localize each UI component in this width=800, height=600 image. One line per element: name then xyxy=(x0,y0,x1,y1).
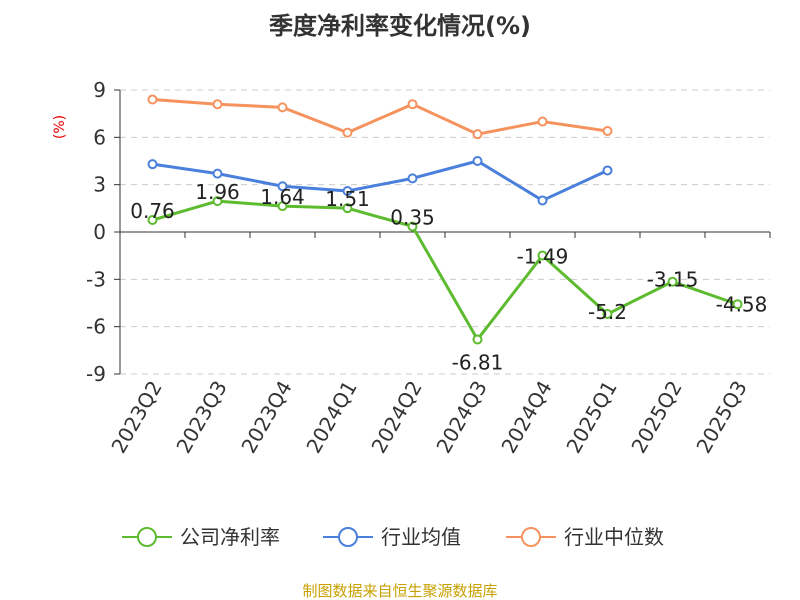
data-point xyxy=(212,99,223,110)
data-label: -1.49 xyxy=(517,245,569,269)
chart-title: 季度净利率变化情况(%) xyxy=(269,12,531,40)
data-label: -6.81 xyxy=(452,350,504,374)
data-point xyxy=(407,221,418,232)
data-point xyxy=(732,299,743,310)
x-tick-label: 2025Q1 xyxy=(561,377,621,458)
y-tick-label: 3 xyxy=(93,173,106,197)
grid xyxy=(120,89,770,375)
data-point xyxy=(472,156,483,166)
data-point xyxy=(537,195,548,206)
data-point xyxy=(472,334,483,345)
x-tick-label: 2024Q1 xyxy=(301,377,361,458)
data-point xyxy=(342,127,353,138)
x-tick-label: 2023Q4 xyxy=(236,377,296,458)
x-tick-label: 2025Q2 xyxy=(626,377,686,458)
legend-label: 行业均值 xyxy=(381,525,461,549)
source-note: 制图数据来自恒生聚源数据库 xyxy=(302,582,497,600)
data-point xyxy=(342,185,353,196)
y-tick-label: -9 xyxy=(86,362,106,386)
data-point xyxy=(537,250,548,261)
series-line xyxy=(152,199,738,341)
data-point xyxy=(602,165,613,176)
data-point xyxy=(537,116,548,127)
data-point xyxy=(667,276,678,287)
series xyxy=(147,94,743,345)
data-label: 1.51 xyxy=(325,187,370,211)
data-labels: 0.76 1.96 1.64 1.51 0.35 -6.81 -1.49 -5.2 -3.15-… xyxy=(130,180,767,374)
legend-item[interactable]: 公司净利率 xyxy=(122,525,280,549)
y-tick-label: -6 xyxy=(86,315,106,339)
data-label: -4.58 xyxy=(716,292,768,316)
data-point xyxy=(602,126,613,137)
y-tick-label: 0 xyxy=(93,220,106,244)
data-point xyxy=(212,196,223,207)
series-line xyxy=(152,159,609,202)
data-label: 1.64 xyxy=(260,185,305,209)
legend-marker xyxy=(137,527,157,547)
data-point xyxy=(407,173,418,184)
data-point xyxy=(212,168,223,179)
data-point xyxy=(342,203,353,214)
data-point xyxy=(147,94,158,105)
y-tick-label: -3 xyxy=(86,267,106,291)
data-label: 0.76 xyxy=(130,199,175,223)
data-point xyxy=(277,102,288,113)
legend-label: 行业中位数 xyxy=(564,525,664,549)
x-tick-label: 2024Q4 xyxy=(496,377,556,458)
x-tick-label: 2024Q2 xyxy=(366,377,426,458)
data-point xyxy=(147,159,158,170)
data-point xyxy=(602,309,613,320)
data-label: 0.35 xyxy=(390,205,435,229)
data-point xyxy=(472,129,483,140)
x-tick-label: 2025Q3 xyxy=(691,377,751,458)
y-tick-label: 6 xyxy=(93,125,106,149)
legend-marker xyxy=(521,527,541,547)
data-label: 1.96 xyxy=(195,180,240,204)
data-label: -3.15 xyxy=(647,268,699,292)
legend[interactable]: 公司净利率 行业均值 行业中位数 xyxy=(122,525,664,549)
legend-label: 公司净利率 xyxy=(180,525,280,549)
data-point xyxy=(407,99,418,110)
legend-item[interactable]: 行业中位数 xyxy=(506,525,664,549)
x-tick-label: 2023Q2 xyxy=(106,377,166,458)
data-label: -5.2 xyxy=(588,300,627,324)
x-tick-label: 2024Q3 xyxy=(431,377,491,458)
x-tick-label: 2023Q3 xyxy=(171,377,231,458)
data-point xyxy=(277,181,288,192)
y-axis-unit: (%) xyxy=(52,115,68,139)
data-point xyxy=(147,215,158,226)
y-tick-label: 9 xyxy=(93,78,106,102)
series-line xyxy=(152,97,608,136)
legend-item[interactable]: 行业均值 xyxy=(323,525,461,549)
legend-marker xyxy=(338,527,358,547)
data-point xyxy=(277,201,288,212)
